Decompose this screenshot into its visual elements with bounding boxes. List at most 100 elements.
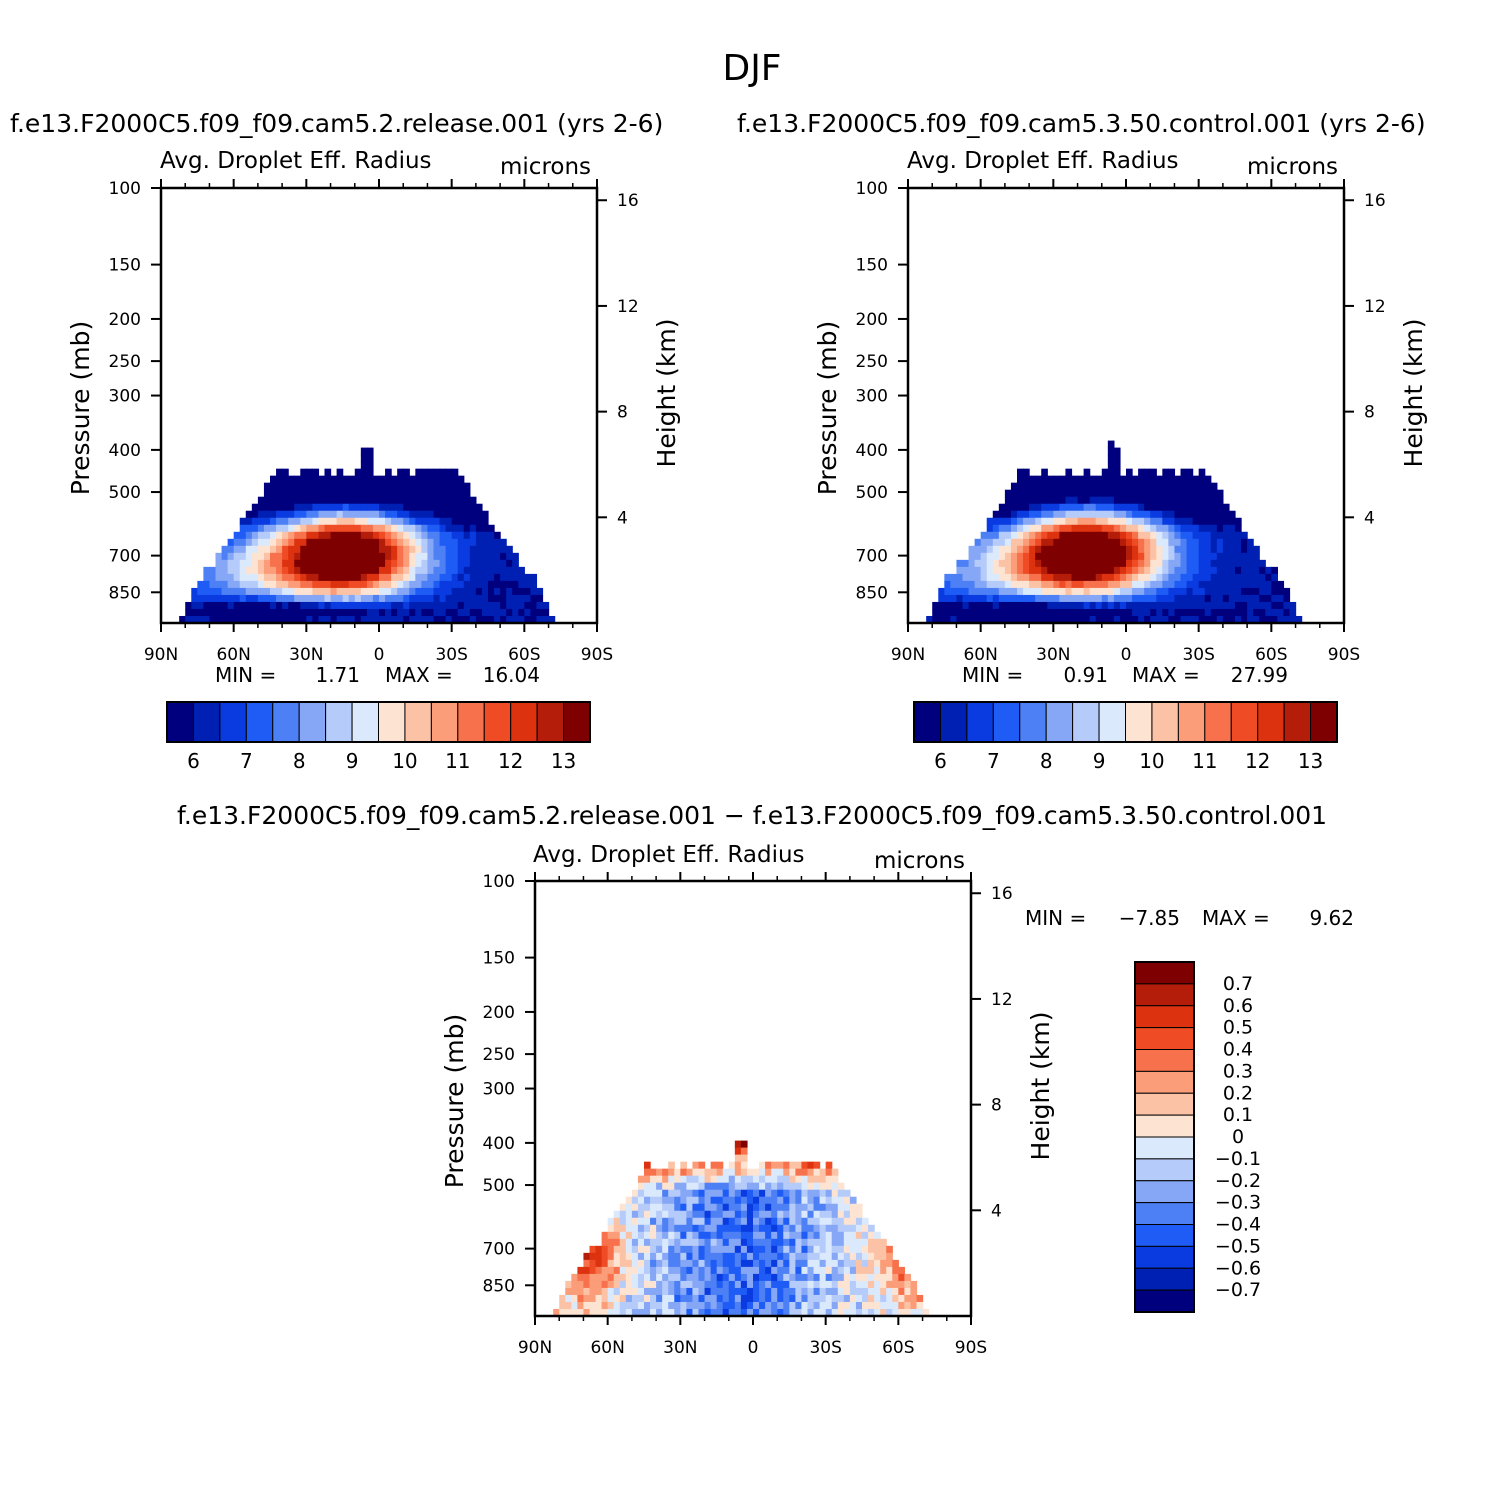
field-cell — [1198, 566, 1206, 575]
field-cell — [1010, 552, 1018, 561]
field-cell — [825, 1308, 833, 1317]
left-case-title: f.e13.F2000C5.f09_f09.cam5.2.release.001… — [10, 109, 663, 138]
field-cell — [613, 1231, 621, 1240]
field-cell — [1095, 594, 1103, 603]
field-cell — [1029, 503, 1036, 512]
field-cell — [783, 1301, 790, 1310]
field-cell — [354, 503, 362, 512]
field-cell — [637, 1224, 645, 1233]
field-cell — [589, 1308, 597, 1317]
field-cell — [698, 1168, 706, 1177]
field-cell — [1180, 594, 1188, 603]
field-cell — [1132, 552, 1139, 561]
field-cell — [1077, 545, 1085, 554]
field-cell — [759, 1217, 766, 1226]
colorbar-swatch — [563, 701, 591, 743]
field-cell — [1089, 489, 1097, 498]
plot-frame: 90N 60N 30N 0 30S 60S 90S100150200250300400500… — [440, 872, 1055, 1358]
field-cell — [1119, 538, 1127, 547]
field-cell — [1059, 552, 1067, 561]
field-cell — [1228, 524, 1236, 533]
field-cell — [825, 1196, 833, 1205]
field-cell — [968, 559, 976, 568]
field-cell — [571, 1273, 578, 1282]
field-cell — [825, 1266, 833, 1275]
field-cell — [692, 1301, 700, 1310]
field-cell — [1119, 489, 1127, 498]
field-cell — [463, 538, 471, 547]
field-cell — [692, 1182, 700, 1191]
field-cell — [348, 496, 356, 505]
field-cell — [1138, 482, 1145, 491]
field-cell — [1138, 552, 1145, 561]
field-cell — [704, 1308, 712, 1317]
field-cell — [998, 517, 1006, 526]
field-cell — [932, 601, 939, 610]
field-cell — [668, 1168, 675, 1177]
field-cell — [837, 1189, 845, 1198]
field-cell — [843, 1203, 851, 1212]
field-cell — [512, 580, 519, 589]
field-cell — [974, 545, 982, 554]
field-cell — [1277, 580, 1285, 589]
field-cell — [862, 1231, 869, 1240]
field-cell — [1004, 489, 1012, 498]
field-cell — [1083, 468, 1091, 477]
field-cell — [372, 503, 380, 512]
field-cell — [542, 601, 550, 610]
field-cell — [874, 1294, 881, 1303]
field-cell — [565, 1294, 572, 1303]
field-cell — [662, 1217, 669, 1226]
field-cell — [886, 1252, 893, 1261]
field-cell — [613, 1301, 621, 1310]
field-cell — [397, 524, 404, 533]
field-cell — [704, 1266, 712, 1275]
field-cell — [837, 1224, 845, 1233]
field-cell — [992, 517, 1000, 526]
field-cell — [379, 489, 386, 498]
field-cell — [1029, 496, 1036, 505]
field-cell — [759, 1252, 766, 1261]
field-cell — [680, 1259, 687, 1268]
colorbar-swatch — [1257, 701, 1285, 743]
field-cell — [1132, 475, 1139, 484]
field-cell — [631, 1301, 639, 1310]
field-cell — [354, 566, 362, 575]
field-cell — [1259, 608, 1266, 617]
field-cell — [336, 594, 344, 603]
field-cell — [613, 1266, 621, 1275]
left-min-value: 1.71 — [315, 663, 360, 687]
y2-tick-label: 16 — [991, 884, 1013, 904]
field-cell — [771, 1273, 778, 1282]
field-cell — [1077, 587, 1085, 596]
field-cell — [294, 475, 301, 484]
field-cell — [1059, 594, 1067, 603]
field-cell — [722, 1196, 730, 1205]
field-cell — [1228, 587, 1236, 596]
colorbar-label: 13 — [1298, 749, 1323, 773]
field-cell — [740, 1224, 748, 1233]
field-cell — [379, 594, 386, 603]
field-cell — [843, 1238, 851, 1247]
field-cell — [1138, 566, 1145, 575]
left-min-label: MIN = — [215, 663, 276, 687]
field-cell — [366, 587, 374, 596]
field-cell — [1089, 482, 1097, 491]
field-cell — [880, 1294, 887, 1303]
field-cell — [625, 1203, 633, 1212]
field-cell — [209, 601, 217, 610]
field-cell — [1126, 538, 1133, 547]
field-cell — [306, 475, 313, 484]
field-cell — [1216, 496, 1224, 505]
field-cell — [819, 1273, 827, 1282]
field-cell — [904, 1301, 912, 1310]
field-cell — [354, 608, 362, 617]
field-cell — [746, 1280, 754, 1289]
field-cell — [1077, 608, 1085, 617]
field-cell — [463, 601, 471, 610]
field-cell — [825, 1287, 833, 1296]
field-cell — [807, 1238, 815, 1247]
field-cell — [849, 1308, 857, 1317]
field-cell — [710, 1168, 718, 1177]
field-cell — [324, 601, 332, 610]
